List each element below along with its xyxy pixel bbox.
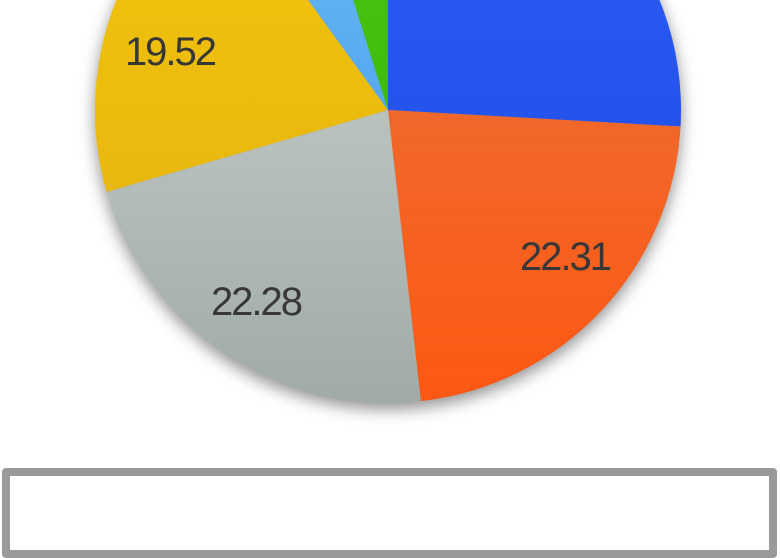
slice-label-gray: 22.28 bbox=[211, 280, 302, 324]
pie-slices-group bbox=[95, 0, 681, 404]
pie-chart: 22.31 22.28 19.52 bbox=[95, 0, 681, 404]
pie-slice-green bbox=[353, 0, 388, 110]
legend-box bbox=[2, 468, 777, 558]
pie-slice-gray bbox=[106, 110, 421, 404]
slice-label-yellow: 19.52 bbox=[125, 30, 216, 74]
pie-slice-yellow bbox=[95, 0, 388, 192]
pie-slice-light-blue bbox=[308, 0, 388, 110]
pie-labels-group: 22.31 22.28 19.52 bbox=[125, 30, 613, 324]
slice-label-orange: 22.31 bbox=[520, 235, 611, 279]
pie-slice-blue bbox=[388, 0, 681, 127]
pie-slice-orange bbox=[388, 110, 681, 402]
